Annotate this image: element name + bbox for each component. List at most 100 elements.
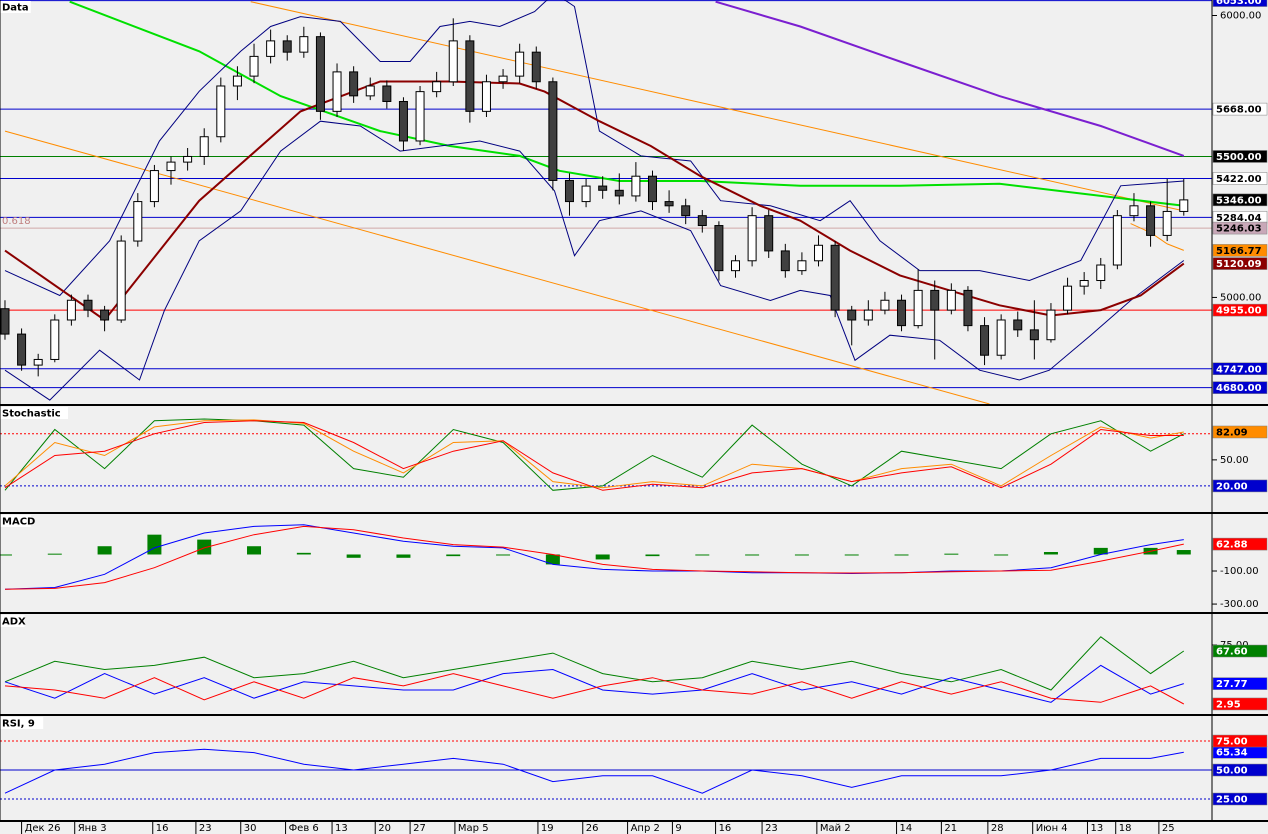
- histogram-bar: [844, 554, 859, 556]
- indicator-line: [4, 419, 1184, 489]
- candle-body: [349, 71, 359, 97]
- x-tick-label: 16: [719, 823, 732, 834]
- x-tick-label: Май 2: [820, 823, 851, 834]
- candle-body: [332, 71, 342, 112]
- price-badge: [1212, 172, 1268, 185]
- panel-title: RSI, 9: [2, 719, 35, 730]
- candle-body: [1162, 210, 1172, 236]
- indicator-line: [4, 748, 1184, 794]
- price-badge-label: 5422.00: [1216, 174, 1262, 185]
- candle-body: [548, 81, 558, 181]
- candle-body: [531, 51, 541, 83]
- histogram-bar: [1176, 550, 1191, 555]
- candle-body: [1046, 309, 1056, 341]
- x-tick-label: 13: [335, 823, 348, 834]
- x-tick-label: 16: [156, 823, 169, 834]
- price-badge-label: 20.00: [1216, 481, 1248, 492]
- x-tick-label: Апр 2: [631, 823, 660, 834]
- histogram-bar: [296, 552, 311, 555]
- histogram-bar: [346, 554, 361, 558]
- candle-body: [50, 319, 60, 360]
- price-badge-label: 4747.00: [1216, 364, 1262, 375]
- price-badge-label: 5500.00: [1216, 152, 1262, 163]
- x-tick-label: 26: [586, 823, 599, 834]
- candle-body: [747, 215, 757, 262]
- price-badge: [1212, 381, 1268, 394]
- candle-body: [432, 81, 442, 93]
- price-badge-label: 67.60: [1216, 647, 1248, 658]
- price-badge-label: 6053.00: [1216, 0, 1262, 7]
- price-badge: [1212, 644, 1268, 658]
- indicator-line: [4, 525, 1184, 590]
- candle-body: [1029, 329, 1039, 341]
- histogram-bar: [496, 554, 511, 556]
- candle-body: [266, 40, 276, 57]
- candle-body: [216, 85, 226, 138]
- x-tick-label: Дек 26: [25, 823, 61, 834]
- candle-body: [897, 299, 907, 327]
- x-tick-label: 23: [199, 823, 212, 834]
- candle-body: [415, 91, 425, 142]
- candle-body: [1112, 215, 1122, 266]
- price-badge: [1212, 221, 1268, 235]
- panel-title-bg: [0, 615, 25, 627]
- candle-body: [481, 81, 491, 112]
- level-text: 0.618: [2, 216, 31, 227]
- candle-body: [465, 40, 475, 112]
- x-tick-label: 23: [765, 823, 778, 834]
- price-badge: [1212, 102, 1268, 116]
- price-badge-label: 4680.00: [1216, 383, 1262, 394]
- candle-body: [232, 75, 242, 87]
- candle-body: [1013, 319, 1023, 331]
- candle-body: [1096, 264, 1106, 282]
- price-badge-label: 65.34: [1216, 748, 1248, 759]
- price-badge: [1212, 244, 1268, 257]
- price-badge-label: 75.00: [1216, 737, 1248, 748]
- candle-body: [564, 179, 574, 203]
- candle-body: [1129, 205, 1139, 217]
- candle-body: [66, 299, 76, 321]
- price-badge-label: 5246.03: [1216, 224, 1262, 235]
- panel-title: MACD: [2, 517, 35, 528]
- panel-title-bg: [0, 717, 44, 729]
- panel-title: Stochastic: [2, 409, 61, 420]
- y-tick-label: -100.00: [1220, 566, 1259, 577]
- candle-body: [780, 250, 790, 272]
- histogram-bar: [396, 554, 411, 558]
- price-badge-label: 62.88: [1216, 540, 1248, 551]
- histogram-bar: [0, 554, 12, 556]
- histogram-bar: [247, 546, 262, 555]
- histogram-bar: [994, 554, 1009, 556]
- x-tick-label: 21: [944, 823, 957, 834]
- candle-body: [731, 260, 741, 272]
- indicator-line: [4, 636, 1185, 691]
- x-tick-label: 27: [413, 823, 426, 834]
- overlay-line: [715, 0, 1185, 157]
- panel: [4, 636, 1185, 705]
- panel: [0, 740, 1212, 800]
- panel: [0, 0, 1212, 404]
- price-badge: [1212, 0, 1268, 7]
- overlay-line: [4, 0, 1184, 297]
- histogram-bar: [745, 554, 760, 556]
- overlay-line: [69, 0, 1184, 207]
- price-badge: [1212, 734, 1268, 748]
- panel: [0, 524, 1191, 590]
- panel-title-bg: [0, 1, 31, 13]
- price-badge-label: 5668.00: [1216, 105, 1262, 116]
- price-badge: [1212, 425, 1268, 439]
- price-badge-label: 50.00: [1216, 766, 1248, 777]
- price-badge-label: 5284.04: [1216, 213, 1262, 224]
- candle-body: [913, 289, 923, 327]
- candle-body: [365, 85, 375, 97]
- x-tick-label: 25: [1162, 823, 1175, 834]
- x-tick-label: 14: [900, 823, 913, 834]
- price-badge: [1212, 697, 1268, 711]
- x-tick-label: 30: [244, 823, 257, 834]
- price-badge-label: 2.95: [1216, 699, 1241, 710]
- candle-body: [814, 244, 824, 262]
- candle-body: [830, 244, 840, 311]
- overlay-line: [1130, 223, 1184, 251]
- candle-body: [149, 170, 159, 203]
